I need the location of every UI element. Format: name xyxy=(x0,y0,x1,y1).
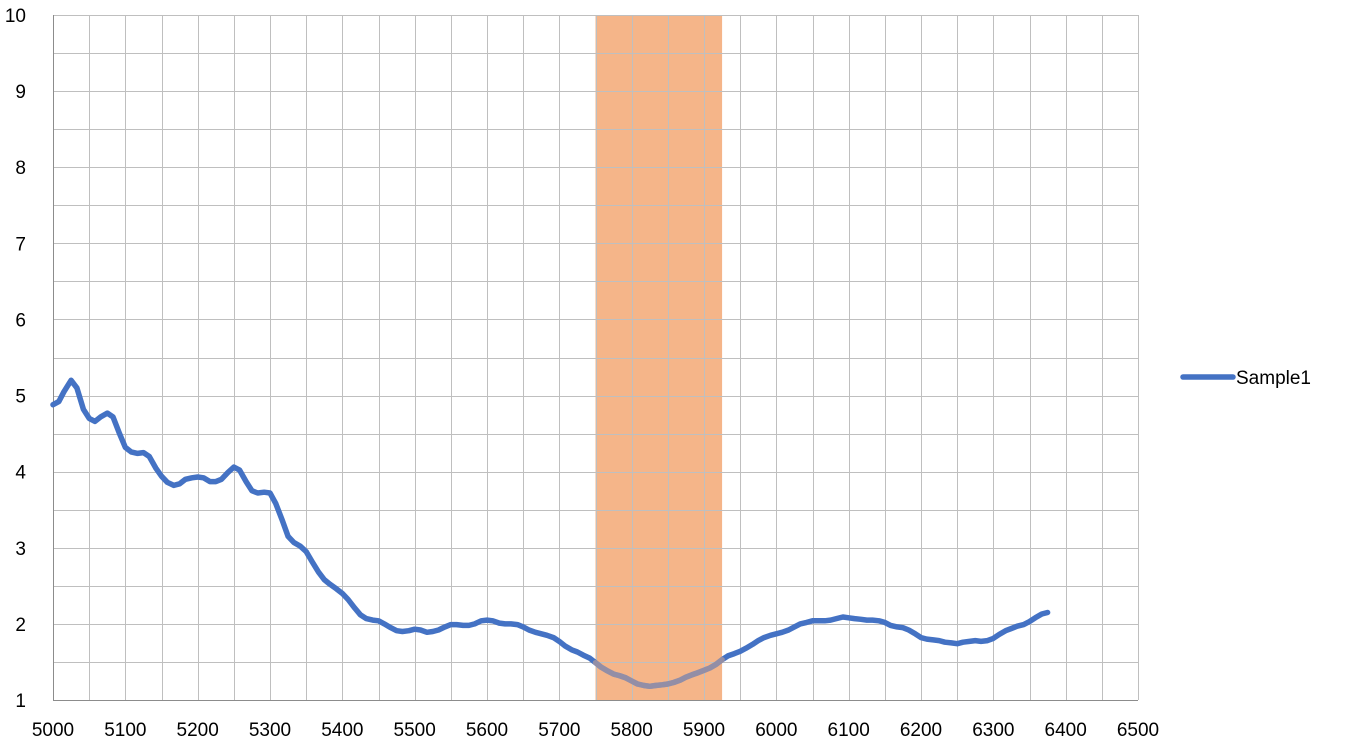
highlight-band xyxy=(595,15,723,700)
x-tick-label: 6400 xyxy=(1045,720,1087,741)
x-tick-label: 5800 xyxy=(611,720,653,741)
axes xyxy=(53,15,1138,701)
gridlines xyxy=(53,15,1139,701)
highlight-band-layer xyxy=(595,15,723,700)
y-tick-label: 8 xyxy=(15,158,26,179)
y-tick-label: 6 xyxy=(15,310,26,331)
y-tick-label: 4 xyxy=(15,463,26,484)
y-tick-label: 1 xyxy=(15,691,26,712)
x-axis-tick-labels: 5000 5100 5200 5300 5400 5500 5600 5700 5800 5900… xyxy=(32,720,1159,741)
x-tick-label: 5900 xyxy=(683,720,725,741)
x-tick-label: 5700 xyxy=(538,720,580,741)
y-tick-label: 2 xyxy=(15,615,26,636)
x-tick-label: 5100 xyxy=(104,720,146,741)
y-tick-label: 10 xyxy=(5,6,26,27)
legend: Sample1 xyxy=(1180,368,1311,389)
series-line-sample1 xyxy=(50,377,1051,690)
x-tick-label: 5500 xyxy=(394,720,436,741)
x-tick-label: 6500 xyxy=(1117,720,1159,741)
x-tick-label: 6100 xyxy=(828,720,870,741)
x-tick-label: 5600 xyxy=(466,720,508,741)
x-tick-label: 5000 xyxy=(32,720,74,741)
x-tick-label: 5200 xyxy=(177,720,219,741)
x-tick-label: 5400 xyxy=(321,720,363,741)
x-tick-label: 6300 xyxy=(972,720,1014,741)
y-tick-label: 9 xyxy=(15,82,26,103)
y-tick-label: 5 xyxy=(15,387,26,408)
x-tick-label: 6200 xyxy=(900,720,942,741)
y-axis-tick-labels: 1 2 3 4 5 6 7 8 9 10 xyxy=(5,6,27,712)
x-tick-label: 6000 xyxy=(755,720,797,741)
series-layer xyxy=(50,377,1051,690)
legend-label: Sample1 xyxy=(1236,368,1311,389)
y-tick-label: 7 xyxy=(15,234,26,255)
x-tick-label: 5300 xyxy=(249,720,291,741)
series-line-band-overlay xyxy=(592,656,725,690)
y-tick-label: 3 xyxy=(15,539,26,560)
